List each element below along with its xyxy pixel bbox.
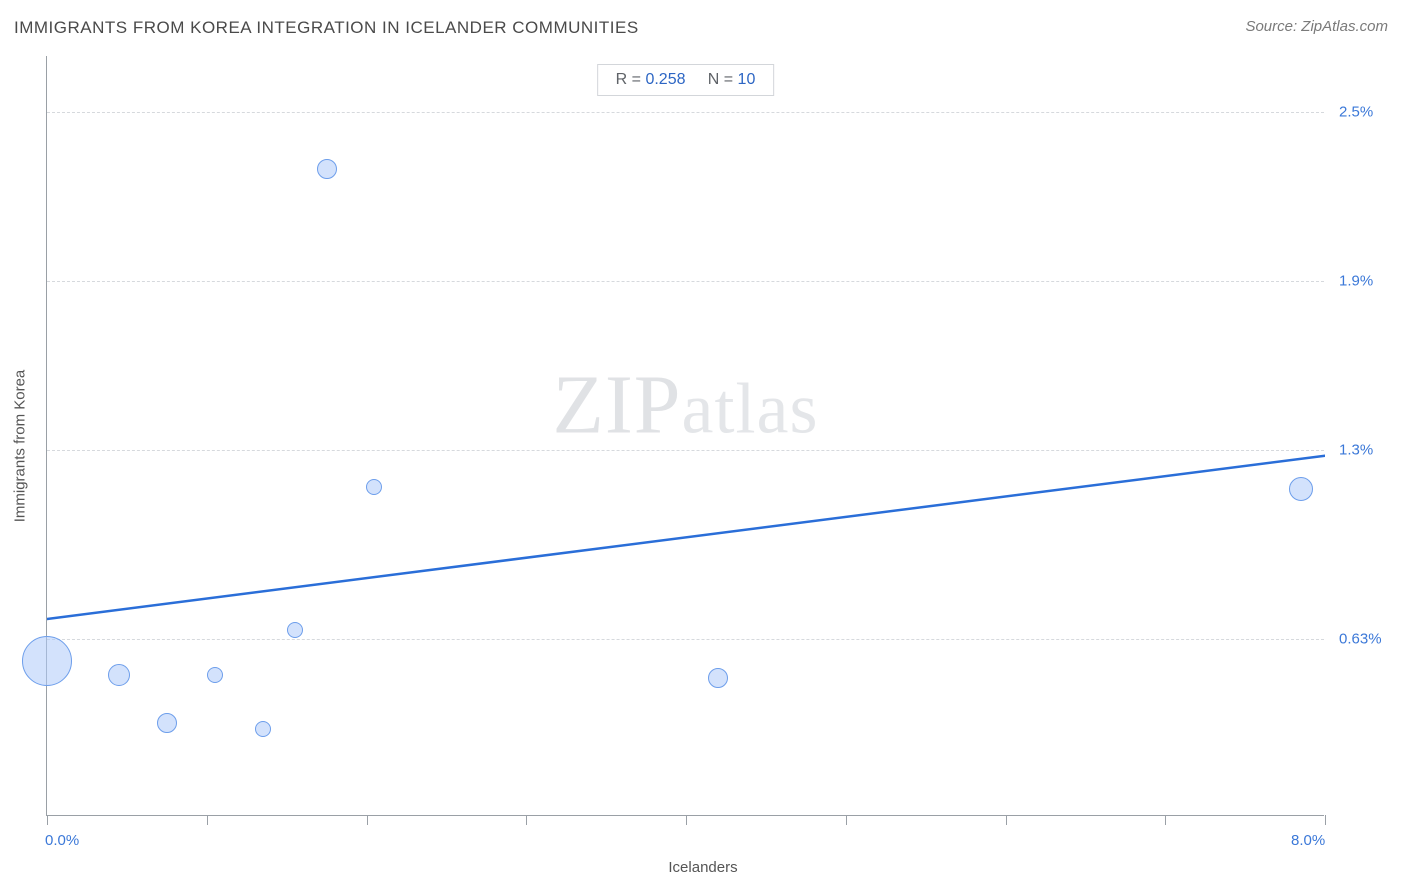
data-bubble [22,636,72,686]
gridline-h [47,450,1324,451]
y-tick-label: 0.63% [1339,630,1382,647]
trendline [47,56,1325,816]
x-tick-mark [47,815,48,825]
y-tick-label: 2.5% [1339,104,1373,121]
x-tick-mark [1325,815,1326,825]
gridline-h [47,639,1324,640]
source-attribution: Source: ZipAtlas.com [1245,18,1388,35]
x-axis-title: Icelanders [668,859,737,876]
x-tick-mark [1165,815,1166,825]
chart-title: IMMIGRANTS FROM KOREA INTEGRATION IN ICE… [14,18,639,38]
y-axis-title: Immigrants from Korea [12,370,29,523]
x-tick-label: 0.0% [45,832,79,849]
chart-container: IMMIGRANTS FROM KOREA INTEGRATION IN ICE… [0,0,1406,892]
x-tick-mark [207,815,208,825]
watermark-rest: atlas [682,369,819,449]
x-tick-mark [367,815,368,825]
r-label: R = [616,71,646,88]
x-tick-mark [1006,815,1007,825]
data-bubble [108,664,130,686]
data-bubble [157,713,177,733]
data-bubble [1289,477,1313,501]
r-value: 0.258 [645,71,685,88]
data-bubble [708,668,728,688]
data-bubble [255,721,271,737]
x-tick-mark [526,815,527,825]
gridline-h [47,112,1324,113]
data-bubble [207,667,223,683]
gridline-h [47,281,1324,282]
y-tick-label: 1.9% [1339,273,1373,290]
x-tick-mark [686,815,687,825]
data-bubble [287,622,303,638]
data-bubble [366,479,382,495]
x-tick-mark [846,815,847,825]
data-bubble [317,159,337,179]
stats-box: R = 0.258 N = 10 [597,64,775,96]
plot-area: R = 0.258 N = 10 ZIPatlas 0.63%1.3%1.9%2… [46,56,1324,816]
watermark: ZIPatlas [553,357,819,454]
watermark-zip: ZIP [553,359,682,452]
x-tick-label: 8.0% [1291,832,1325,849]
y-tick-label: 1.3% [1339,442,1373,459]
n-value: 10 [738,71,756,88]
n-label: N = [708,71,738,88]
